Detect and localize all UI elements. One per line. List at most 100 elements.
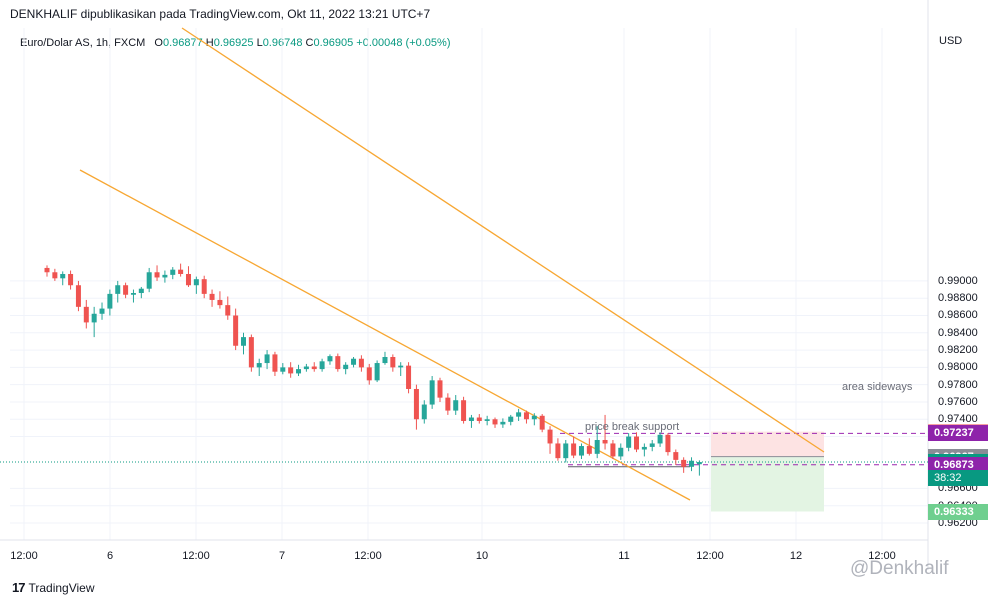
- time-tick-label: 11: [618, 550, 630, 562]
- candle-body: [366, 367, 372, 381]
- open-label: O: [154, 37, 163, 49]
- candle-body: [146, 272, 152, 289]
- candle-body: [437, 380, 443, 398]
- price-tick-label: 0.98200: [938, 344, 978, 357]
- annotation-area-sideways[interactable]: area sideways: [842, 381, 913, 393]
- publisher-header: DENKHALIF dipublikasikan pada TradingVie…: [10, 7, 431, 21]
- candle-body: [484, 419, 490, 421]
- candle-body: [130, 293, 136, 295]
- price-tick-label: 0.97800: [938, 378, 978, 391]
- candle-body: [406, 365, 412, 389]
- symbol-name[interactable]: Euro/Dolar AS, 1h, FXCM: [20, 37, 146, 49]
- candle-body: [429, 380, 435, 405]
- candle-body: [75, 285, 81, 307]
- candle-body: [52, 272, 58, 279]
- author-watermark: @Denkhalif: [850, 558, 949, 579]
- candle-body: [413, 388, 419, 420]
- price-tag-entry: 0.97237: [928, 425, 988, 442]
- time-tick-label: 6: [106, 550, 114, 562]
- candle-body: [91, 313, 97, 323]
- candle-body: [138, 288, 144, 294]
- candle-body: [531, 415, 537, 420]
- open-value: 0.96877: [162, 37, 203, 49]
- symbol-ohlc-bar: Euro/Dolar AS, 1h, FXCM O0.96877 H0.9692…: [20, 37, 450, 49]
- candle-body: [178, 269, 184, 274]
- candle-body: [303, 366, 309, 370]
- candle-body: [421, 404, 427, 420]
- candle-body: [476, 417, 482, 421]
- time-tick-label: 12:00: [10, 550, 38, 562]
- candle-body: [539, 415, 545, 430]
- candle-body: [83, 306, 89, 323]
- candle-body: [571, 443, 577, 456]
- candle-body: [398, 365, 404, 368]
- tradingview-brand[interactable]: 17 TradingView: [12, 580, 95, 595]
- channel-upper-line: [181, 27, 825, 453]
- candle-body: [602, 439, 608, 444]
- candle-body: [586, 446, 592, 454]
- candle-body: [634, 436, 639, 450]
- take-profit-zone: [711, 456, 824, 512]
- close-value: 0.96905: [313, 37, 354, 49]
- candle-body: [68, 273, 74, 286]
- tradingview-logo-icon: 17: [12, 580, 26, 595]
- candle-body: [673, 452, 679, 460]
- candle-body: [374, 363, 380, 381]
- candle-body: [649, 443, 655, 447]
- candle-body: [657, 434, 663, 444]
- candle-body: [563, 443, 569, 459]
- candle-body: [272, 354, 278, 372]
- stop-loss-zone: [711, 431, 824, 457]
- bar-countdown: 38:32: [928, 470, 988, 487]
- candle-body: [555, 443, 561, 459]
- candle-body: [547, 429, 553, 444]
- price-tick-label: 0.98400: [938, 326, 978, 339]
- candle-body: [358, 358, 364, 368]
- candle-body: [296, 369, 302, 374]
- candle-body: [123, 285, 129, 295]
- candle-body: [201, 279, 207, 294]
- candle-body: [500, 421, 506, 425]
- candle-body: [44, 267, 50, 273]
- candle-body: [264, 354, 270, 364]
- candle-body: [115, 285, 121, 294]
- candle-body: [641, 446, 647, 450]
- candle-body: [327, 356, 333, 362]
- candle-body: [610, 443, 616, 457]
- candle-body: [665, 434, 671, 453]
- price-tick-label: 0.97400: [938, 413, 978, 426]
- candle-body: [248, 337, 254, 368]
- price-tag-support: 0.96873: [928, 456, 988, 473]
- candle-body: [99, 308, 105, 314]
- candle-body: [60, 273, 66, 279]
- low-value: 0.96748: [262, 37, 303, 49]
- candle-body: [626, 436, 632, 448]
- candle-body: [445, 397, 451, 411]
- candle-body: [382, 356, 388, 364]
- candle-body: [492, 419, 498, 425]
- time-tick-label: 12:00: [182, 550, 210, 562]
- candle-body: [523, 412, 529, 420]
- candle-body: [217, 299, 223, 306]
- channel-lower-line: [79, 169, 691, 501]
- candle-body: [209, 293, 215, 300]
- candle-body: [578, 446, 584, 456]
- high-label: H: [205, 37, 214, 49]
- candle-body: [241, 337, 246, 346]
- candle-body: [233, 315, 239, 346]
- price-tick-label: 0.98600: [938, 309, 978, 322]
- currency-label: USD: [939, 35, 963, 47]
- candle-body: [453, 400, 459, 411]
- time-tick-label: 12: [789, 550, 803, 562]
- candle-body: [468, 417, 474, 421]
- candle-body: [311, 366, 317, 370]
- candle-body: [335, 356, 341, 370]
- candle-body: [390, 356, 396, 368]
- candle-body: [618, 447, 624, 457]
- price-tick-label: 0.96200: [938, 517, 978, 529]
- candle-body: [319, 361, 325, 370]
- annotation-price-break-support[interactable]: price break support: [585, 421, 680, 433]
- candle-body: [696, 462, 702, 465]
- time-tick-label: 7: [278, 550, 286, 562]
